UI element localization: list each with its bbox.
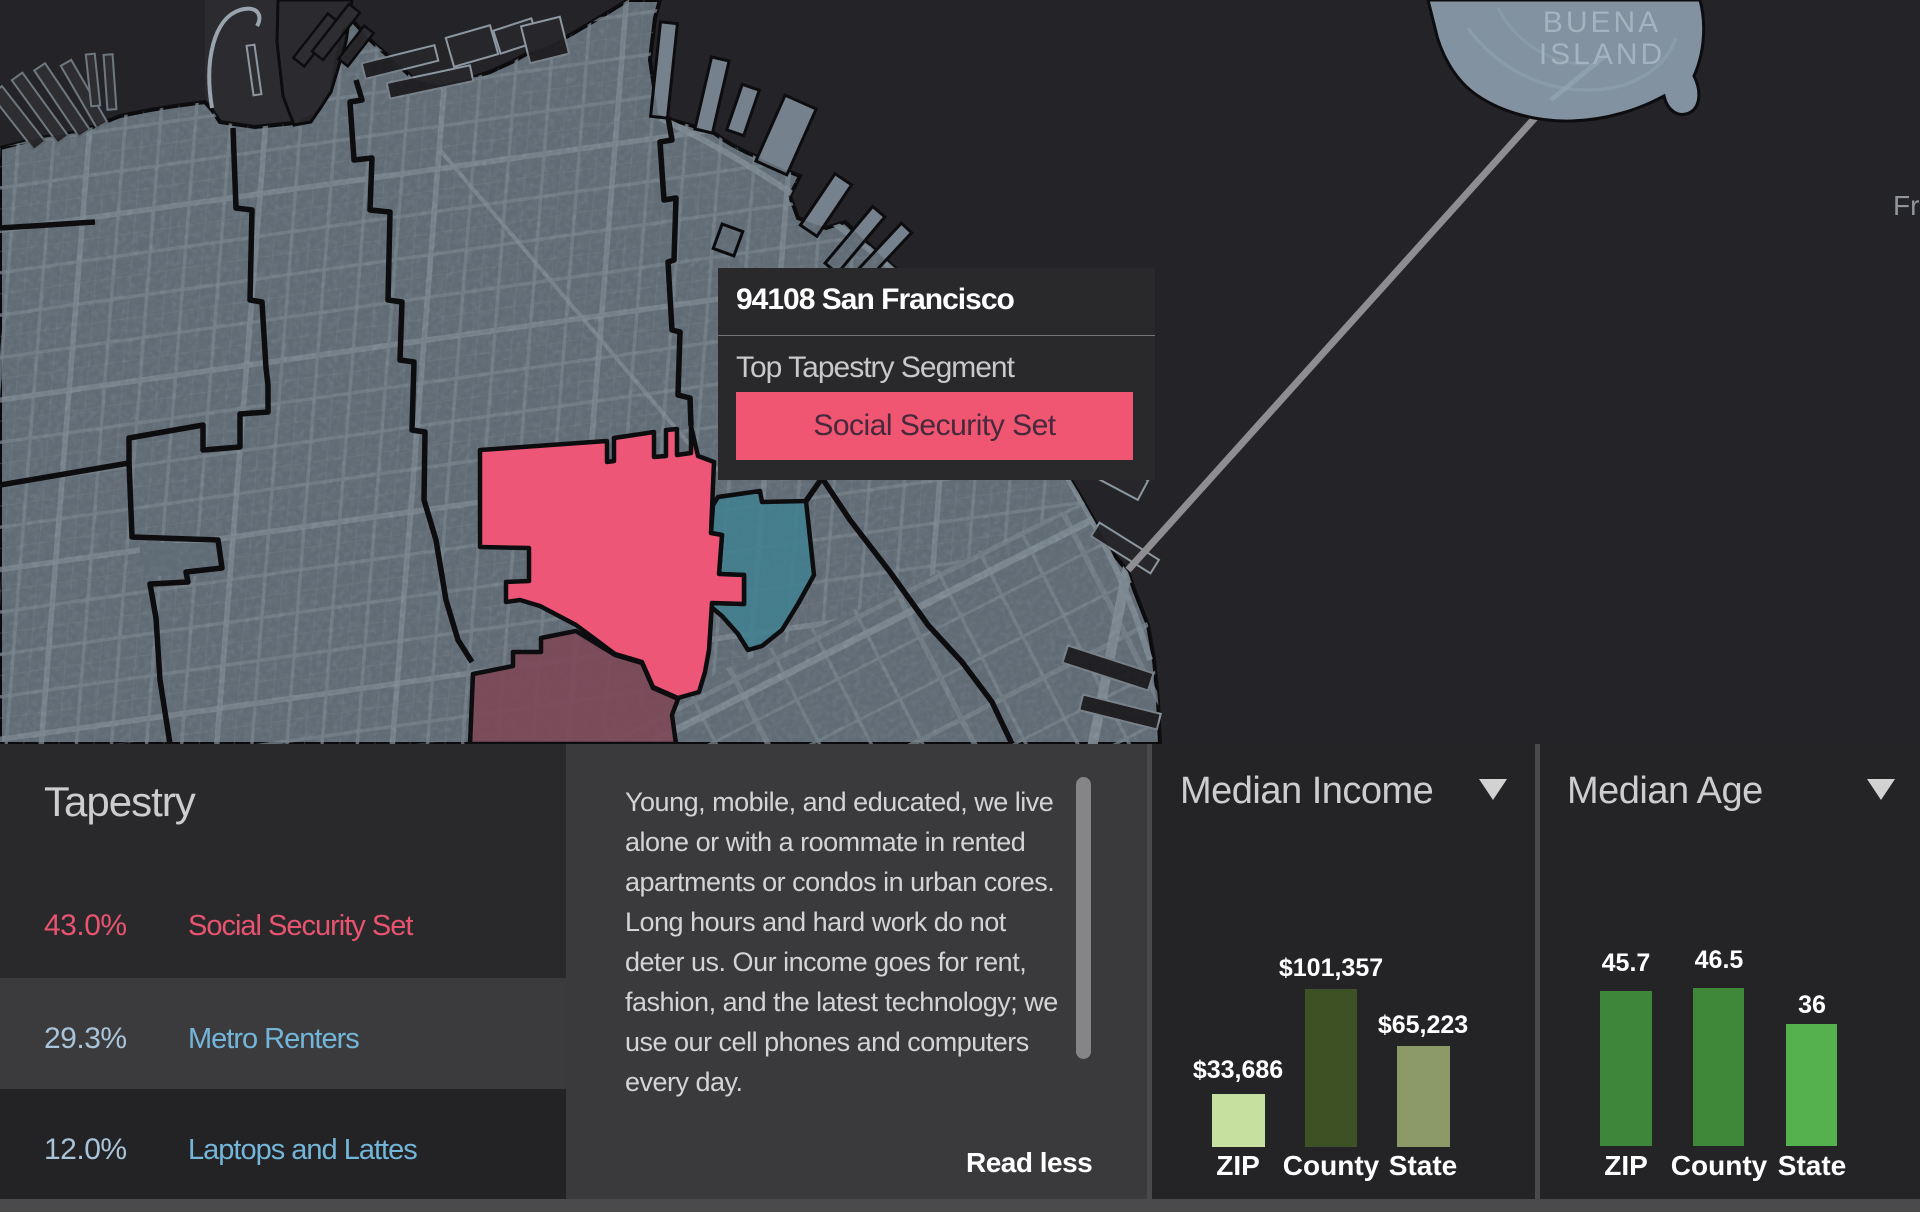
svg-text:BUENA: BUENA <box>1543 6 1661 39</box>
svg-text:ISLAND: ISLAND <box>1539 38 1665 71</box>
svg-text:Fr: Fr <box>1893 190 1919 221</box>
